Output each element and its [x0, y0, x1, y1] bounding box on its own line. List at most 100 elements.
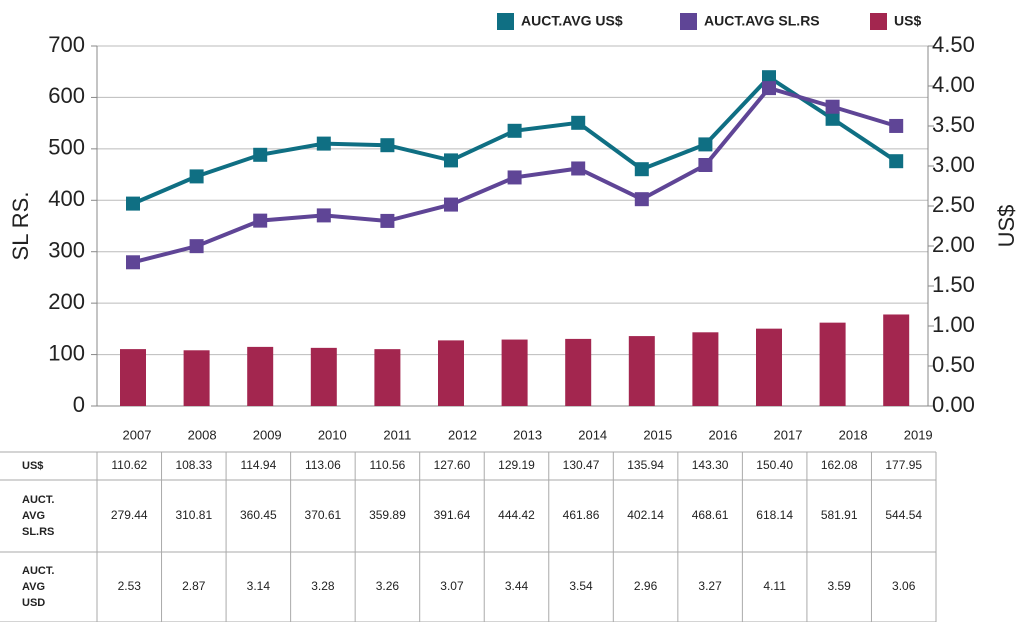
x-tick-label: 2017: [774, 427, 803, 442]
y2-tick-label: 2.00: [932, 232, 975, 257]
legend-label: AUCT.AVG US$: [521, 13, 623, 29]
line: [132, 74, 898, 206]
marker: [126, 255, 140, 270]
table-cell: 3.44: [505, 579, 529, 593]
table-cell: 113.06: [305, 458, 341, 472]
table-cell: 360.45: [240, 508, 277, 522]
x-tick-label: 2008: [188, 427, 217, 442]
table-cell: 3.59: [828, 579, 852, 593]
x-tick-label: 2010: [318, 427, 347, 442]
bar: [247, 346, 274, 406]
y-tick-label: 600: [48, 83, 85, 108]
row-label: AUCT. AVG SL.RS: [22, 494, 54, 538]
table-cell: 150.40: [756, 458, 793, 472]
table-cell: 618.14: [756, 508, 793, 522]
bar: [374, 349, 401, 406]
bar: [819, 322, 846, 406]
marker: [507, 123, 522, 138]
marker: [507, 170, 522, 185]
y-tick-label: 400: [48, 186, 85, 211]
marker: [762, 70, 776, 85]
x-tick-label: 2007: [123, 427, 152, 442]
x-tick-label: 2011: [383, 427, 411, 442]
marker: [889, 118, 904, 133]
table-cell: 3.54: [569, 579, 593, 593]
y-tick-label: 200: [48, 289, 85, 314]
table-cell: 468.61: [692, 508, 729, 522]
marker: [762, 81, 776, 96]
marker: [444, 153, 458, 168]
table-cell: 3.14: [247, 579, 271, 593]
marker: [571, 115, 586, 130]
table-cell: 110.62: [111, 458, 147, 472]
row-label: AUCT. AVG USD: [22, 565, 54, 609]
legend-label: AUCT.AVG SL.RS: [704, 13, 820, 29]
table-cell: 3.06: [892, 579, 916, 593]
bar: [310, 347, 337, 406]
y2-tick-label: 4.50: [932, 32, 975, 57]
marker: [189, 239, 204, 254]
x-tick-label: 2009: [253, 427, 282, 442]
bar: [756, 328, 782, 406]
x-tick-label: 2015: [643, 427, 672, 442]
legend-swatch: [680, 13, 697, 30]
y-tick-label: 300: [48, 238, 85, 263]
legend-swatch: [497, 13, 514, 30]
table-cell: 135.94: [627, 458, 664, 472]
marker: [698, 158, 713, 173]
marker: [380, 138, 395, 153]
table-cell: 3.07: [440, 579, 464, 593]
bar: [628, 336, 655, 406]
table-cell: 177.95: [885, 458, 922, 472]
bar: [501, 339, 528, 406]
marker: [380, 213, 395, 228]
marker: [825, 111, 840, 126]
marker: [126, 196, 140, 211]
y-tick-label: 100: [48, 340, 85, 365]
table-cell: 2.96: [634, 579, 658, 593]
y2-axis-label: US$: [994, 205, 1019, 248]
table-cell: 143.30: [692, 458, 729, 472]
table-cell: 2.53: [118, 579, 142, 593]
x-tick-label: 2018: [839, 427, 868, 442]
marker: [889, 154, 904, 169]
y2-tick-label: 1.00: [932, 312, 975, 337]
marker: [634, 192, 649, 207]
table-cell: 162.08: [821, 458, 858, 472]
table-cell: 4.11: [763, 579, 786, 593]
y2-tick-label: 0.00: [932, 392, 975, 417]
y-tick-label: 0: [73, 392, 85, 417]
table-cell: 129.19: [498, 458, 535, 472]
marker: [444, 197, 458, 212]
y2-tick-label: 2.50: [932, 192, 975, 217]
table-cell: 114.94: [240, 458, 276, 472]
bar: [120, 349, 146, 406]
y-tick-label: 500: [48, 135, 85, 160]
table-cell: 127.60: [434, 458, 471, 472]
y2-tick-label: 3.00: [932, 152, 975, 177]
table-cell: 544.54: [885, 508, 922, 522]
table-cell: 130.47: [563, 458, 600, 472]
table-cell: 310.81: [175, 508, 212, 522]
y2-tick-label: 0.50: [932, 352, 975, 377]
y-axis-label: SL RS.: [8, 192, 33, 261]
x-tick-label: 2016: [708, 427, 737, 442]
bar: [692, 332, 719, 406]
y2-tick-label: 1.50: [932, 272, 975, 297]
marker: [253, 147, 268, 162]
table-cell: 3.28: [311, 579, 335, 593]
marker: [316, 136, 331, 151]
x-tick-label: 2014: [578, 427, 607, 442]
marker: [825, 99, 840, 114]
bar: [183, 350, 210, 406]
table-cell: 391.64: [434, 508, 471, 522]
marker: [253, 213, 268, 228]
y2-tick-label: 4.00: [932, 72, 975, 97]
y2-tick-label: 3.50: [932, 112, 975, 137]
table-cell: 461.86: [563, 508, 600, 522]
table-cell: 444.42: [498, 508, 535, 522]
x-tick-label: 2013: [513, 427, 542, 442]
y-tick-label: 700: [48, 32, 85, 57]
table-cell: 359.89: [369, 508, 406, 522]
